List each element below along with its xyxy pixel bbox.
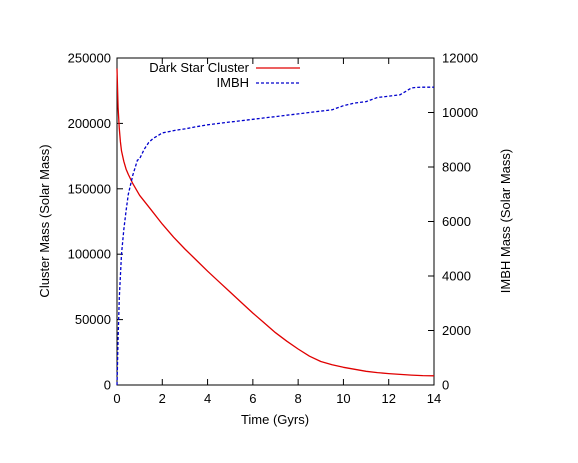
legend-label-imbh: IMBH [217, 75, 250, 90]
x-tick-label: 2 [159, 391, 166, 406]
y-tick-label: 150000 [68, 181, 111, 196]
x-tick-label: 0 [113, 391, 120, 406]
series-lines [116, 68, 435, 386]
x-axis-label: Time (Gyrs) [241, 412, 309, 427]
y2-tick-label: 0 [442, 378, 449, 393]
x-tick-label: 4 [204, 391, 211, 406]
ticks: 0 2 4 6 8 10 12 1405000010000015000020000025000… [68, 51, 479, 407]
plot-frame [116, 57, 435, 386]
y2-tick-label: 10000 [442, 105, 478, 120]
y-tick-label: 100000 [68, 247, 111, 262]
x-tick-label: 14 [427, 391, 441, 406]
y-tick-label: 0 [104, 378, 111, 393]
legend: Dark Star Cluster IMBH [149, 60, 300, 90]
y2-tick-label: 12000 [442, 51, 478, 66]
y2-tick-label: 8000 [442, 160, 471, 175]
x-tick-label: 6 [249, 391, 256, 406]
y2-tick-label: 4000 [442, 269, 471, 284]
y-axis-label: Cluster Mass (Solar Mass) [37, 144, 52, 297]
y-tick-label: 50000 [75, 312, 111, 327]
x-tick-label: 10 [336, 391, 350, 406]
series-line-imbh [116, 86, 434, 386]
y2-tick-label: 2000 [442, 323, 471, 338]
y-tick-label: 250000 [68, 51, 111, 66]
y-tick-label: 200000 [68, 116, 111, 131]
series-line-dark-star-cluster [116, 68, 435, 377]
legend-label-dark-star-cluster: Dark Star Cluster [149, 60, 249, 75]
y2-tick-label: 6000 [442, 214, 471, 229]
x-tick-label: 12 [381, 391, 395, 406]
x-tick-label: 8 [295, 391, 302, 406]
y2-axis-label: IMBH Mass (Solar Mass) [498, 149, 513, 293]
